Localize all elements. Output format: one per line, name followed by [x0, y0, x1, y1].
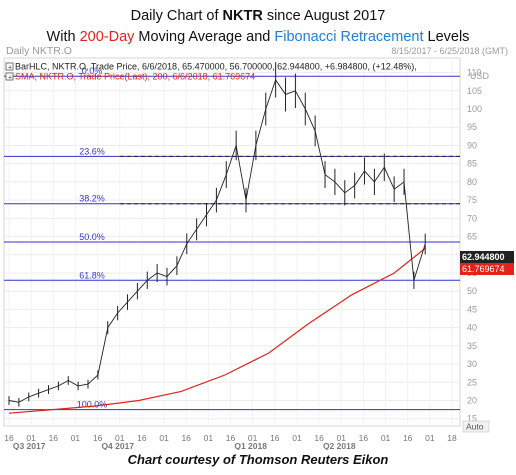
x-period-label: Q4 2017	[101, 441, 134, 450]
x-tick-label: 01	[71, 433, 81, 443]
fib-level-label: 23.6%	[79, 146, 105, 156]
subtitle-ma: 200-Day	[79, 29, 135, 45]
y-tick-label: 50	[467, 286, 477, 296]
legend-sma-toggle[interactable]	[5, 72, 14, 81]
y-axis: 1520253035404550556065707580859095100105…	[467, 68, 482, 424]
sma-legend: SMA, NKTR.O, Trade Price(Last), 200, 6/6…	[15, 72, 255, 82]
x-tick-label: 16	[314, 433, 324, 443]
title-ticker: NKTR	[222, 8, 263, 24]
sma-badge-value: 61.769674	[462, 264, 505, 274]
fib-level-label: 50.0%	[79, 232, 105, 242]
y-tick-label: 20	[467, 395, 477, 405]
sma-layer	[8, 247, 426, 414]
price-legend: BarHLC, NKTR.O, Trade Price, 6/6/2018, 6…	[15, 62, 417, 72]
x-tick-label: 01	[337, 433, 347, 443]
chart-name-label: Daily NKTR.O	[6, 45, 72, 57]
fib-level-label: 38.2%	[79, 194, 105, 204]
fib-level-label: 100.0%	[77, 400, 108, 410]
x-tick-label: 01	[425, 433, 435, 443]
x-tick-label: 01	[115, 433, 125, 443]
y-tick-label: 25	[467, 377, 477, 387]
y-tick-label: 80	[467, 177, 477, 187]
x-tick-label: 16	[181, 433, 191, 443]
auto-scale-button[interactable]	[462, 420, 490, 433]
x-tick-label: 01	[204, 433, 214, 443]
legend-price-toggle[interactable]	[5, 62, 14, 71]
sma-badge	[460, 263, 514, 275]
x-tick-label: 01	[26, 433, 36, 443]
date-range-label: 8/15/2017 - 6/25/2018 (GMT)	[391, 46, 508, 56]
subtitle-fib: Fibonacci Retracement	[274, 29, 424, 45]
x-tick-label: 01	[248, 433, 258, 443]
y-tick-label: 30	[467, 359, 477, 369]
y-tick-label: 75	[467, 195, 477, 205]
x-tick-label: 01	[381, 433, 391, 443]
x-period-label: Q3 2017	[13, 441, 46, 450]
x-tick-label: 18	[447, 433, 457, 443]
y-tick-label: 105	[467, 86, 482, 96]
price-layer	[8, 62, 426, 407]
x-period-label: Q2 2018	[323, 441, 356, 450]
legend-sma-toggle-plus-icon: +	[8, 75, 12, 82]
fib-level-label: 61.8%	[79, 270, 105, 280]
x-tick-label: 16	[49, 433, 59, 443]
fib-layer: 0.0% 23.6% 38.2% 50.0% 61.8% 100.0%	[4, 66, 460, 411]
currency-label: USD	[470, 71, 490, 81]
y-tick-label: 35	[467, 341, 477, 351]
grid-layer	[4, 58, 460, 426]
x-tick-label: 01	[159, 433, 169, 443]
fib-level-label: 0.0%	[82, 66, 103, 76]
auto-scale-label: Auto	[466, 422, 484, 432]
y-tick-label: 100	[467, 104, 482, 114]
title-suffix: since August 2017	[262, 8, 386, 24]
subtitle-prefix: With	[46, 29, 80, 45]
x-tick-label: 16	[359, 433, 369, 443]
y-tick-label: 110	[467, 68, 481, 78]
y-tick-label: 85	[467, 159, 477, 169]
x-tick-label: 16	[4, 433, 14, 443]
price-badge-value: 62.944800	[462, 252, 505, 262]
y-tick-label: 90	[467, 140, 477, 150]
y-tick-label: 40	[467, 323, 477, 333]
chart-title-line-2: With 200-Day Moving Average and Fibonacc…	[0, 27, 516, 48]
y-tick-label: 45	[467, 304, 477, 314]
price-badge	[460, 251, 514, 263]
chart-title-block: Daily Chart of NKTR since August 2017 Wi…	[0, 6, 516, 48]
x-axis: 16 01 16 01 16 01 16 01 16 01 16 01 16 01 16 01 16 01 16 01…	[4, 433, 457, 450]
chart-caption: Chart courtesy of Thomson Reuters Eikon	[127, 452, 389, 467]
x-tick-label: 16	[226, 433, 236, 443]
legend-price-toggle-plus-icon: +	[8, 65, 12, 72]
x-tick-label: 16	[270, 433, 280, 443]
subtitle-suffix: Levels	[423, 29, 470, 45]
x-tick-label: 16	[137, 433, 147, 443]
y-tick-label: 15	[467, 414, 477, 424]
sma-200-line	[8, 247, 426, 414]
y-tick-label: 95	[467, 122, 477, 132]
x-period-label: Q1 2018	[234, 441, 267, 450]
y-tick-label: 70	[467, 213, 477, 223]
price-chart: 0.0% 23.6% 38.2% 50.0% 61.8% 100.0% 15 20 25 30 3…	[0, 45, 516, 450]
subtitle-mid: Moving Average and	[134, 29, 275, 45]
x-tick-label: 16	[93, 433, 103, 443]
chart-title-line-1: Daily Chart of NKTR since August 2017	[0, 6, 516, 27]
x-tick-label: 01	[292, 433, 302, 443]
title-prefix: Daily Chart of	[130, 8, 223, 24]
y-tick-label: 65	[467, 232, 477, 242]
x-tick-label: 16	[403, 433, 413, 443]
